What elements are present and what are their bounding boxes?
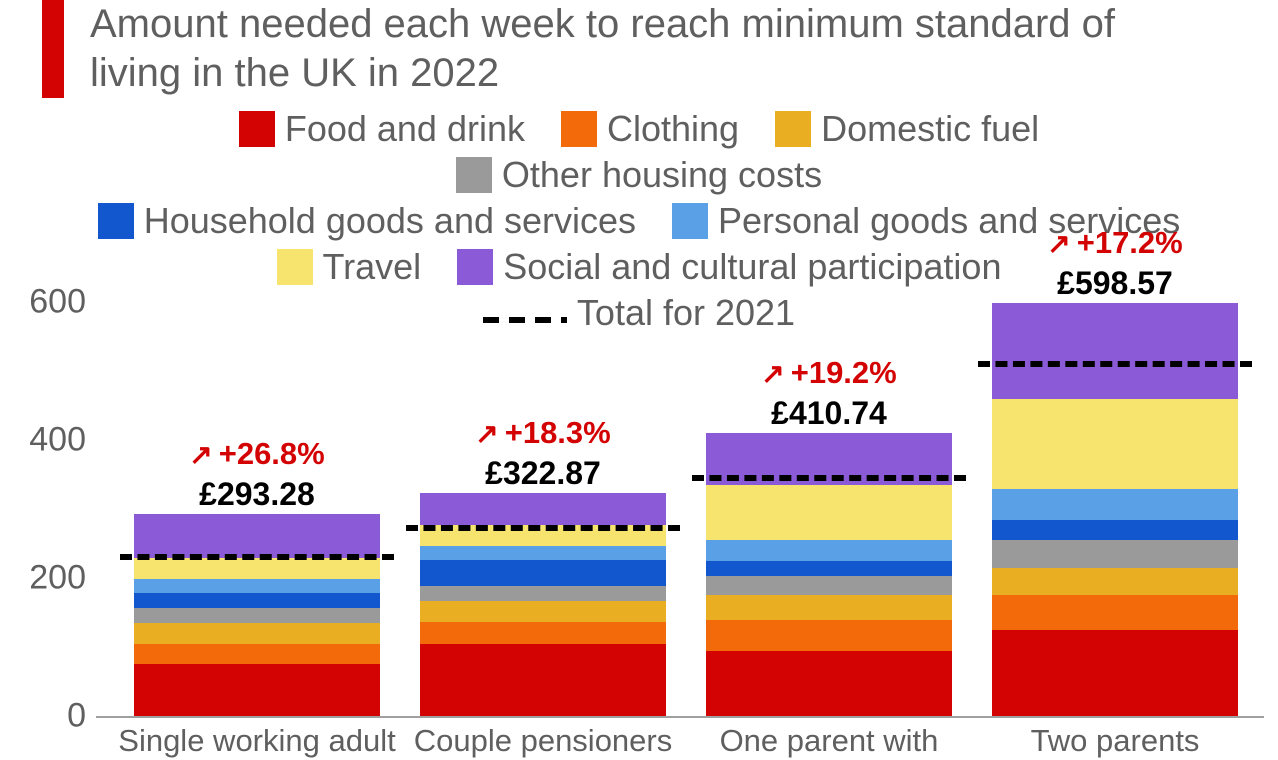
bar-annotation: ↗+19.2% £410.74 <box>686 355 972 432</box>
chart-title: Amount needed each week to reach minimum… <box>90 0 1184 98</box>
pct-change-label: ↗+26.8% <box>114 436 400 472</box>
arrow-up-icon: ↗ <box>475 417 498 450</box>
legend-swatch <box>98 203 134 239</box>
plot-area: 0 200 400 600 ↗+26.8% £293.28 Single working a… <box>0 268 1278 760</box>
y-tick-label: 0 <box>6 697 86 736</box>
bar-segment <box>992 595 1238 629</box>
pct-change-label: ↗+19.2% <box>686 355 972 391</box>
x-axis-baseline <box>96 716 1264 718</box>
bar-segment <box>706 651 952 716</box>
total-label: £410.74 <box>686 395 972 432</box>
category-label: One parent with <box>686 724 972 758</box>
pct-change-label: ↗+17.2% <box>972 225 1258 261</box>
bar-annotation: ↗+18.3% £322.87 <box>400 415 686 492</box>
legend-swatch <box>456 157 492 193</box>
bar-segment <box>134 579 380 593</box>
bar-segment <box>992 489 1238 520</box>
total-label: £293.28 <box>114 476 400 513</box>
legend-label: Domestic fuel <box>821 108 1039 149</box>
bar-segment <box>134 664 380 716</box>
bar-segment <box>706 561 952 576</box>
bar-segment <box>134 623 380 644</box>
bar-segment <box>420 586 666 601</box>
bar-segment <box>706 485 952 540</box>
legend-swatch <box>672 203 708 239</box>
legend-item: Other housing costs <box>456 152 822 198</box>
category-label: Two parents <box>972 724 1258 758</box>
bar-segment <box>706 620 952 651</box>
legend-swatch <box>239 111 275 147</box>
total-label: £598.57 <box>972 265 1258 302</box>
bar-segment <box>706 595 952 619</box>
bar-segment <box>992 303 1238 399</box>
legend-label: Other housing costs <box>502 154 822 195</box>
legend-item: Food and drink <box>239 106 525 152</box>
bar-segment <box>706 576 952 595</box>
bar-segment <box>134 644 380 665</box>
legend-label: Clothing <box>607 108 739 149</box>
prev-year-marker <box>692 475 966 481</box>
bar-segment <box>134 593 380 608</box>
legend-item: Domestic fuel <box>775 106 1039 152</box>
arrow-up-icon: ↗ <box>189 438 212 471</box>
prev-year-marker <box>978 361 1252 367</box>
bar-segment <box>992 520 1238 541</box>
bar-segment <box>420 493 666 525</box>
legend-label: Food and drink <box>285 108 525 149</box>
category-label: Single working adult <box>114 724 400 758</box>
category-label: Couple pensioners <box>400 724 686 758</box>
bar-segment <box>992 399 1238 489</box>
total-label: £322.87 <box>400 455 686 492</box>
chart-title-block: Amount needed each week to reach minimum… <box>0 0 1278 98</box>
y-tick-label: 600 <box>6 283 86 322</box>
bar-column <box>134 514 380 716</box>
bar-segment <box>134 514 380 558</box>
legend-label: Household goods and services <box>144 200 636 241</box>
legend-item: Household goods and services <box>98 198 636 244</box>
bar-segment <box>134 558 380 579</box>
bar-segment <box>420 601 666 622</box>
arrow-up-icon: ↗ <box>1047 227 1070 260</box>
y-tick-label: 200 <box>6 559 86 598</box>
prev-year-marker <box>406 525 680 531</box>
bar-segment <box>706 540 952 561</box>
bar-segment <box>992 568 1238 596</box>
bar-annotation: ↗+26.8% £293.28 <box>114 436 400 513</box>
legend-swatch <box>561 111 597 147</box>
bar-annotation: ↗+17.2% £598.57 <box>972 225 1258 302</box>
bar-segment <box>992 540 1238 568</box>
pct-change-label: ↗+18.3% <box>400 415 686 451</box>
legend-swatch <box>775 111 811 147</box>
y-tick-label: 400 <box>6 421 86 460</box>
bar-segment <box>134 608 380 623</box>
prev-year-marker <box>120 554 394 560</box>
legend-item: Clothing <box>561 106 739 152</box>
bar-segment <box>420 644 666 716</box>
arrow-up-icon: ↗ <box>761 357 784 390</box>
bar-segment <box>992 630 1238 716</box>
bar-segment <box>420 560 666 586</box>
bar-segment <box>420 622 666 644</box>
title-accent-bar <box>42 0 64 98</box>
bar-segment <box>420 546 666 560</box>
